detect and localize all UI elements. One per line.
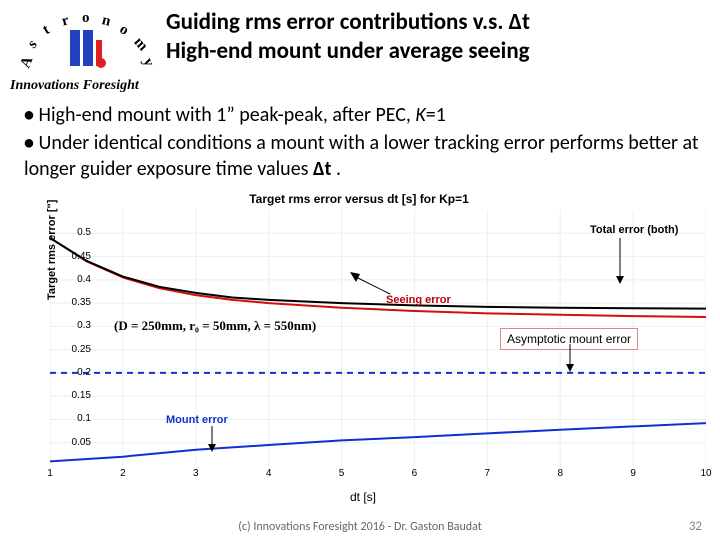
arrow-total (610, 238, 630, 284)
ann-total: Total error (both) (590, 224, 678, 236)
logo-tagline: Innovations Foresight (10, 78, 139, 94)
slide: Astronomy Innovations Foresight Guiding … (0, 0, 720, 540)
arrow-mount (202, 426, 222, 452)
plot-area: 0.050.10.150.20.250.30.350.40.450.5 1234… (50, 210, 706, 466)
bullet: High-end mount with 1” peak-peak, after … (24, 102, 704, 128)
chart-title: Target rms error versus dt [s] for Kp=1 (6, 192, 712, 206)
logo: Astronomy (22, 10, 152, 86)
slide-title: Guiding rms error contributions v.s. Δt … (166, 8, 706, 67)
page-number: 32 (689, 519, 702, 534)
title-line-2: High-end mount under average seeing (166, 37, 706, 66)
arrow-seeing (350, 272, 410, 296)
arrow-asym (560, 344, 580, 372)
ann-mount: Mount error (166, 414, 228, 426)
logo-bars (70, 30, 109, 66)
chart: Target rms error versus dt [s] for Kp=1 … (6, 192, 712, 502)
title-line-1: Guiding rms error contributions v.s. Δt (166, 8, 706, 37)
y-axis-label: Target rms error ["] (46, 180, 58, 300)
params-annotation: (D = 250mm, r₀ = 50mm, λ = 550nm) (114, 318, 316, 334)
footer: (c) Innovations Foresight 2016 - Dr. Gas… (0, 520, 720, 534)
bullet: Under identical conditions a mount with … (24, 130, 704, 182)
bullet-list: High-end mount with 1” peak-peak, after … (24, 102, 704, 184)
x-axis-label: dt [s] (350, 490, 376, 504)
